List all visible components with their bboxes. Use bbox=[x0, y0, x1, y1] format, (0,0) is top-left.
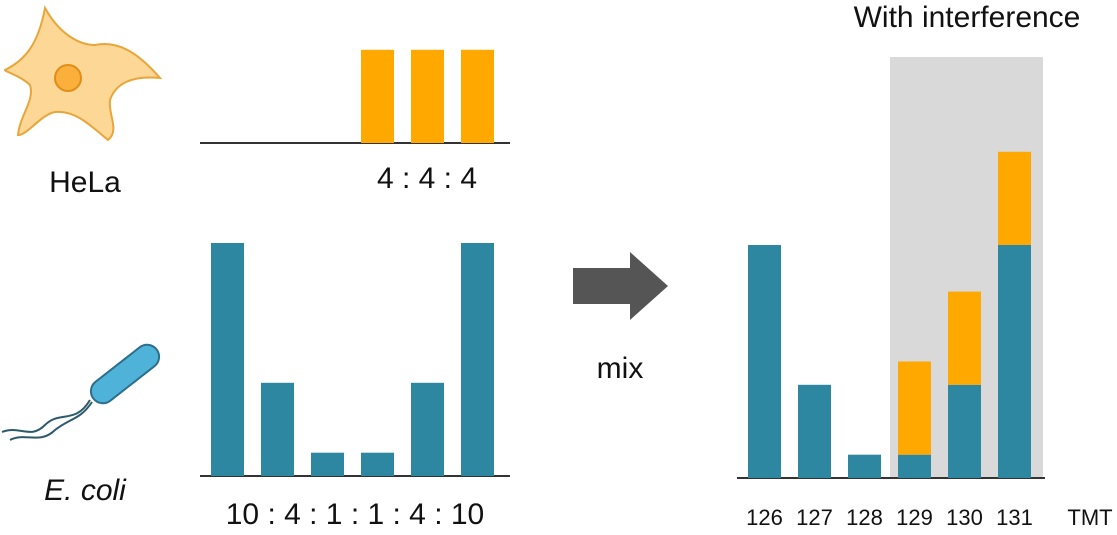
ecoli-ratio: 10 : 4 : 1 : 1 : 4 : 10 bbox=[226, 498, 485, 531]
hela-bar bbox=[361, 49, 394, 143]
ecoli-bar bbox=[211, 243, 244, 476]
channel-label: 127 bbox=[796, 505, 833, 530]
hela-cell-icon bbox=[3, 5, 163, 142]
hela-nucleus-icon bbox=[54, 64, 82, 92]
mixed-ecoli-bar bbox=[948, 384, 981, 478]
channel-label: 128 bbox=[846, 505, 883, 530]
hela-label: HeLa bbox=[49, 166, 121, 199]
title: With interference bbox=[854, 1, 1081, 34]
ecoli-icon bbox=[1, 343, 161, 441]
mix-arrow bbox=[573, 252, 668, 320]
ecoli-bar bbox=[361, 452, 394, 476]
mix-label: mix bbox=[597, 352, 644, 385]
hela-bar bbox=[411, 49, 444, 143]
mixed-ecoli-bar bbox=[798, 384, 831, 478]
mixed-hela-bar bbox=[898, 361, 931, 455]
ecoli-bar bbox=[461, 243, 494, 476]
mixed-ecoli-bar bbox=[898, 454, 931, 478]
channel-label: 130 bbox=[946, 505, 983, 530]
channel-label: 129 bbox=[896, 505, 933, 530]
mixed-ecoli-bar bbox=[748, 245, 781, 478]
ecoli-bar bbox=[411, 382, 444, 476]
ecoli-label: E. coli bbox=[44, 474, 127, 507]
mixed-hela-bar bbox=[998, 151, 1031, 245]
mixed-ecoli-bar bbox=[998, 245, 1031, 478]
ecoli-bar bbox=[261, 382, 294, 476]
hela-ratio: 4 : 4 : 4 bbox=[377, 162, 477, 195]
unit-label: TMT bbox=[1067, 505, 1112, 530]
mixed-ecoli-bar bbox=[848, 454, 881, 478]
ecoli-bar bbox=[311, 452, 344, 476]
hela-bar bbox=[461, 49, 494, 143]
channel-label: 126 bbox=[746, 505, 783, 530]
mixed-hela-bar bbox=[948, 291, 981, 385]
channel-label: 131 bbox=[996, 505, 1033, 530]
